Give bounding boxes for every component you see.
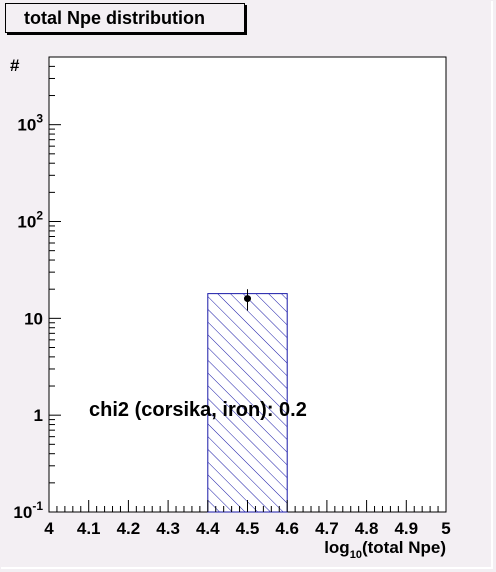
y-axis-label: #: [10, 56, 20, 75]
x-tick-label: 4.3: [156, 519, 180, 538]
x-tick-label: 4.9: [394, 519, 418, 538]
x-tick-label: 5: [441, 519, 450, 538]
histogram-layer: [207, 293, 288, 513]
x-tick-label: 4: [44, 519, 54, 538]
x-tick-label: 4.6: [275, 519, 299, 538]
chi2-annotation: chi2 (corsika, iron): 0.2: [89, 399, 307, 421]
x-tick-label: 4.5: [236, 519, 260, 538]
y-tick-label: 10-1: [13, 499, 43, 522]
histogram-bar: [207, 293, 288, 513]
data-points-layer: [244, 289, 251, 311]
x-tick-label: 4.1: [77, 519, 101, 538]
x-axis-label: log10(total Npe): [324, 538, 446, 561]
x-tick-label: 4.7: [315, 519, 339, 538]
chart-title: total Npe distribution: [5, 3, 245, 33]
x-tick-label: 4.2: [117, 519, 141, 538]
y-tick-label: 103: [17, 112, 43, 135]
y-tick-label: 102: [17, 209, 43, 232]
y-tick-label: 10: [24, 309, 43, 328]
y-tick-label: 1: [34, 406, 43, 425]
axes-layer: 4 4.1 4.2 4.3 4.4 4.5 4.6 4.7 4.8 4.9 5 10-1 1 10 102 1…: [13, 56, 451, 538]
x-tick-label: 4.8: [355, 519, 379, 538]
data-point: [244, 295, 251, 303]
x-tick-label: 4.4: [196, 519, 220, 538]
